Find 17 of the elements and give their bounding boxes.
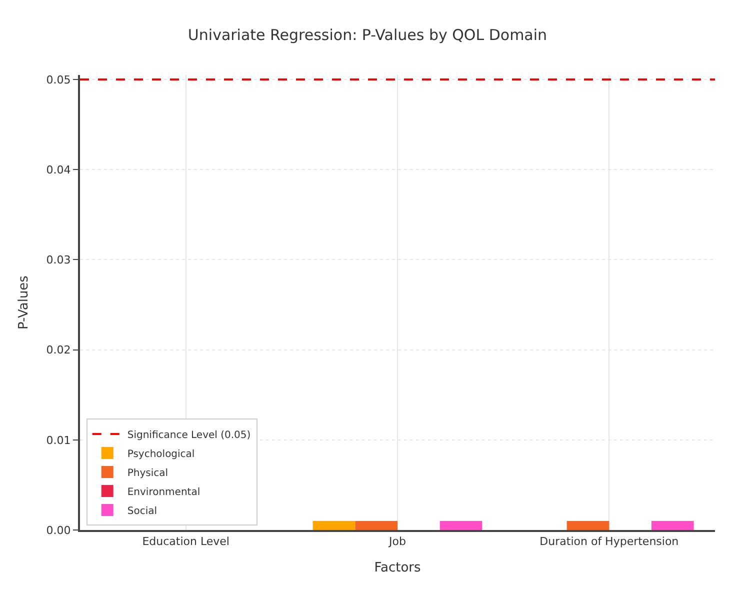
legend-label: Physical xyxy=(127,468,168,479)
y-tick-label: 0.02 xyxy=(46,344,71,357)
y-axis-title: P-Values xyxy=(16,275,32,330)
x-tick-label: Duration of Hypertension xyxy=(540,535,679,548)
y-tick-label: 0.04 xyxy=(46,163,71,176)
chart-title: Univariate Regression: P-Values by QOL Domain xyxy=(188,26,548,44)
x-axis-title: Factors xyxy=(374,560,422,576)
x-tick-label: Job xyxy=(388,535,406,548)
y-tick-label: 0.01 xyxy=(46,434,71,447)
x-tick-label: Education Level xyxy=(142,535,230,548)
y-tick-label: 0.05 xyxy=(46,73,71,86)
legend-label: Psychological xyxy=(127,448,195,460)
y-tick-label: 0.00 xyxy=(46,524,71,537)
legend-label: Significance Level (0.05) xyxy=(127,430,251,441)
legend-label: Environmental xyxy=(127,486,200,498)
legend-label: Social xyxy=(127,506,158,517)
y-tick-label: 0.03 xyxy=(46,254,71,267)
